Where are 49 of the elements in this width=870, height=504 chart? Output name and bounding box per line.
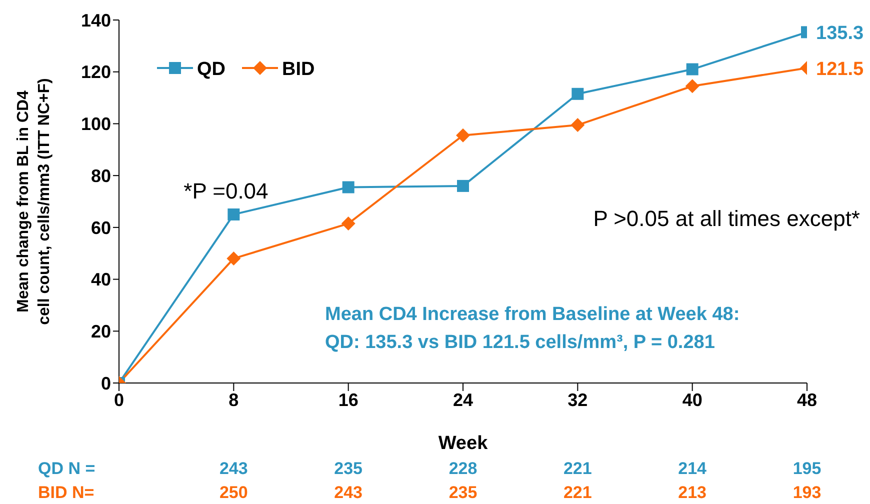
- y-tick-label: 120: [80, 62, 111, 82]
- text: 235: [448, 483, 478, 502]
- x-tick-label: 48: [796, 390, 818, 410]
- annotation: Mean CD4 Increase from Baseline at Week 48:: [325, 304, 740, 325]
- legend-label: BID: [282, 59, 315, 80]
- text: 221: [563, 483, 592, 502]
- text: 214: [678, 459, 708, 478]
- y-axis-title: Mean change from BL in CD4 cell count, cells/mm3 (ITT NC+F): [15, 78, 53, 325]
- text: 243: [334, 483, 363, 502]
- x-axis-title: Week: [438, 433, 488, 454]
- text: BID N=: [38, 483, 94, 502]
- point: [456, 128, 470, 142]
- text: 213: [678, 483, 707, 502]
- y-tick-label: 80: [90, 166, 111, 186]
- point: [226, 252, 241, 266]
- x-tick-label: 40: [682, 390, 702, 410]
- point: [685, 79, 700, 94]
- text: 243: [219, 459, 248, 478]
- x-tick-label: 16: [338, 390, 358, 410]
- point: [457, 180, 469, 192]
- point: [686, 63, 698, 76]
- x-tick-label: 8: [228, 390, 239, 410]
- y-tick-label: 40: [90, 270, 111, 290]
- text: 235: [334, 459, 363, 478]
- annotation: P >0.05 at all times except*: [593, 206, 860, 231]
- text: 250: [219, 483, 248, 502]
- text: 193: [792, 483, 822, 502]
- y-tick-label: 140: [80, 10, 111, 30]
- point: [228, 208, 240, 220]
- data-label: 121.5: [816, 58, 864, 80]
- y-tick-label: 60: [90, 218, 111, 238]
- x-tick-label: 0: [114, 390, 124, 410]
- legend-label: QD: [197, 59, 226, 80]
- text: QD N =: [38, 459, 96, 478]
- text: 228: [448, 459, 478, 478]
- y-tick-label: 0: [100, 373, 111, 394]
- text: 221: [563, 459, 592, 478]
- y-tick-label: 20: [90, 322, 111, 342]
- x-tick-label: 32: [568, 390, 588, 410]
- point: [341, 216, 356, 231]
- annotation: *P =0.04: [184, 178, 268, 204]
- point: [572, 88, 584, 100]
- data-label: 135.3: [816, 23, 864, 44]
- text: 195: [792, 459, 822, 478]
- annotation: QD: 135.3 vs BID 121.5 cells/mm³, P = 0.281: [325, 332, 716, 353]
- point: [570, 118, 585, 132]
- point: [342, 181, 354, 194]
- x-tick-label: 24: [452, 390, 474, 410]
- y-tick-label: 100: [80, 114, 111, 134]
